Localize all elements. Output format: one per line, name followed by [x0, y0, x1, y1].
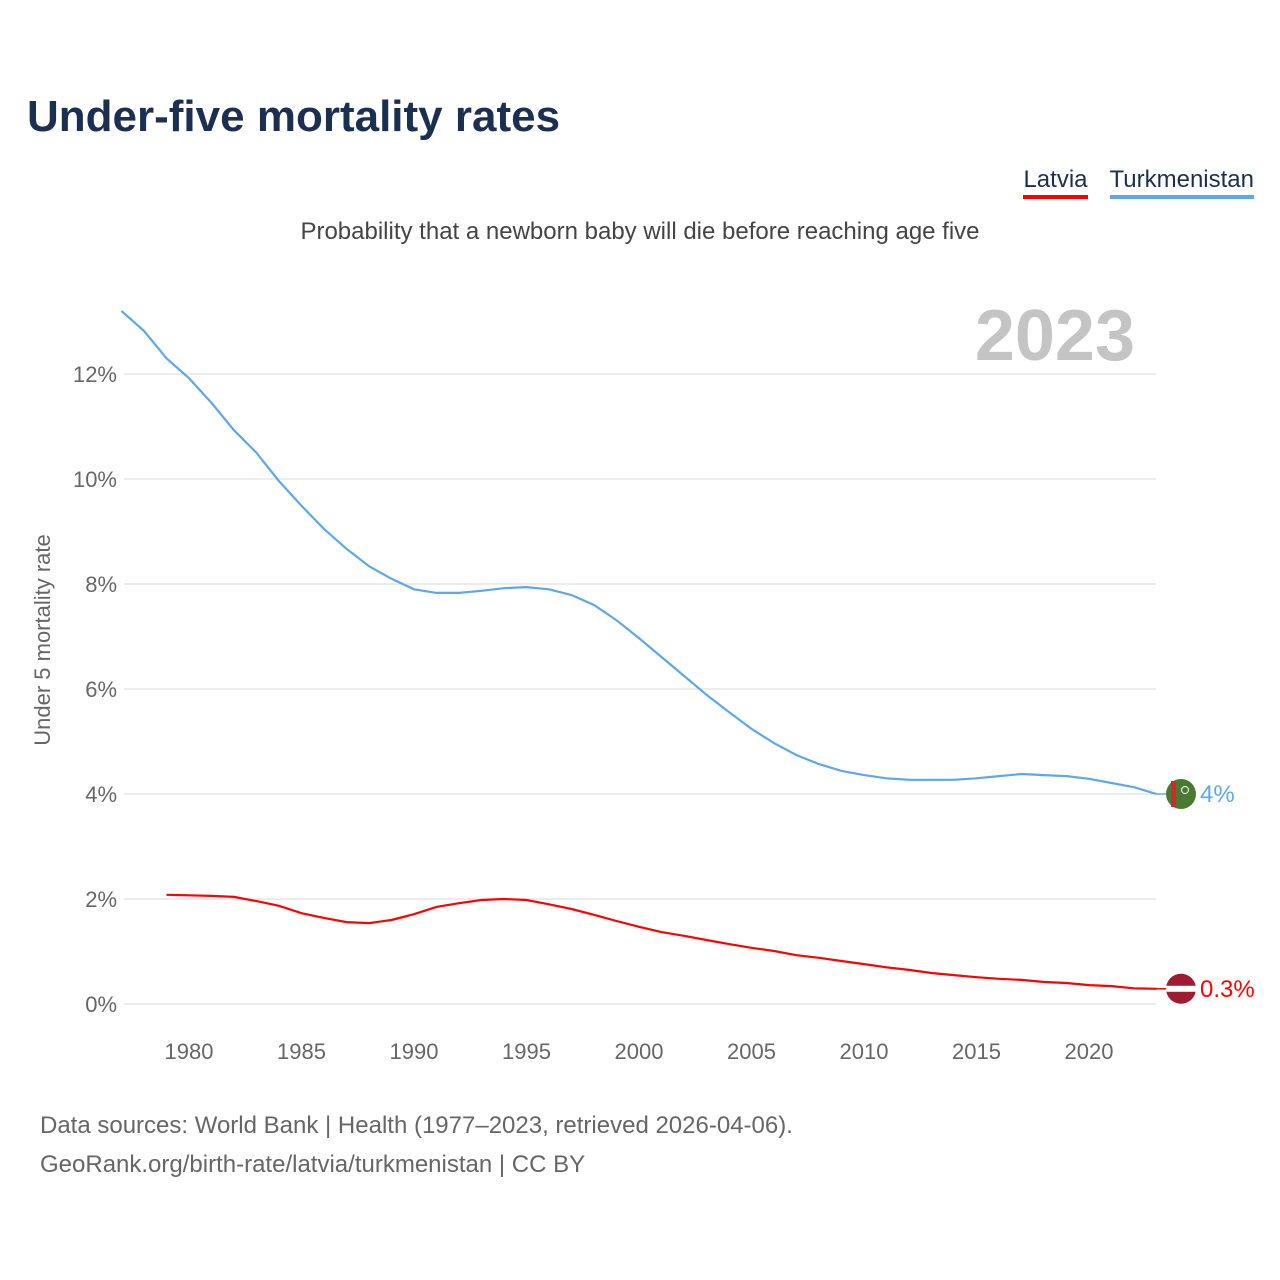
attribution-link[interactable]: GeoRank.org/birth-rate/latvia/turkmenist…: [40, 1151, 586, 1178]
turkmenistan-flag-icon: [1166, 779, 1196, 809]
y-tick-label: 12%: [73, 362, 117, 387]
x-tick-label: 2015: [952, 1039, 1001, 1064]
y-tick-label: 2%: [85, 887, 117, 912]
latvia-flag-stripe: [1166, 985, 1196, 992]
source-text: Data sources: World Bank | Health (1977–…: [40, 1112, 793, 1139]
y-tick-label: 0%: [85, 992, 117, 1017]
x-tick-label: 1990: [390, 1039, 439, 1064]
legend-turkmenistan[interactable]: Turkmenistan: [1109, 166, 1254, 199]
x-tick-label: 2000: [615, 1039, 664, 1064]
x-tick-label: 2010: [840, 1039, 889, 1064]
y-tick-label: 6%: [85, 677, 117, 702]
legend: Latvia Turkmenistan: [1023, 166, 1254, 199]
series-line-turkmenistan: [120, 310, 1157, 796]
y-tick-label: 8%: [85, 572, 117, 597]
y-axis-label: Under 5 mortality rate: [30, 534, 55, 746]
footer: Data sources: World Bank | Health (1977–…: [40, 1106, 793, 1184]
chart-subtitle: Probability that a newborn baby will die…: [300, 218, 980, 245]
series-line-latvia: [166, 893, 1157, 990]
x-tick-label: 2005: [727, 1039, 776, 1064]
end-value-label: 4%: [1200, 781, 1235, 808]
chart-title: Under-five mortality rates: [27, 92, 561, 141]
y-tick-label: 10%: [73, 467, 117, 492]
legend-latvia[interactable]: Latvia: [1023, 166, 1088, 199]
x-tick-label: 2020: [1065, 1039, 1114, 1064]
year-label: 2023: [975, 296, 1135, 376]
x-tick-label: 1985: [277, 1039, 326, 1064]
end-value-label: 0.3%: [1200, 976, 1255, 1003]
x-tick-label: 1995: [502, 1039, 551, 1064]
turkmenistan-flag-band: [1171, 781, 1176, 807]
x-tick-label: 1980: [165, 1039, 214, 1064]
turkmenistan-flag-crescent: [1181, 786, 1189, 794]
y-tick-label: 4%: [85, 782, 117, 807]
